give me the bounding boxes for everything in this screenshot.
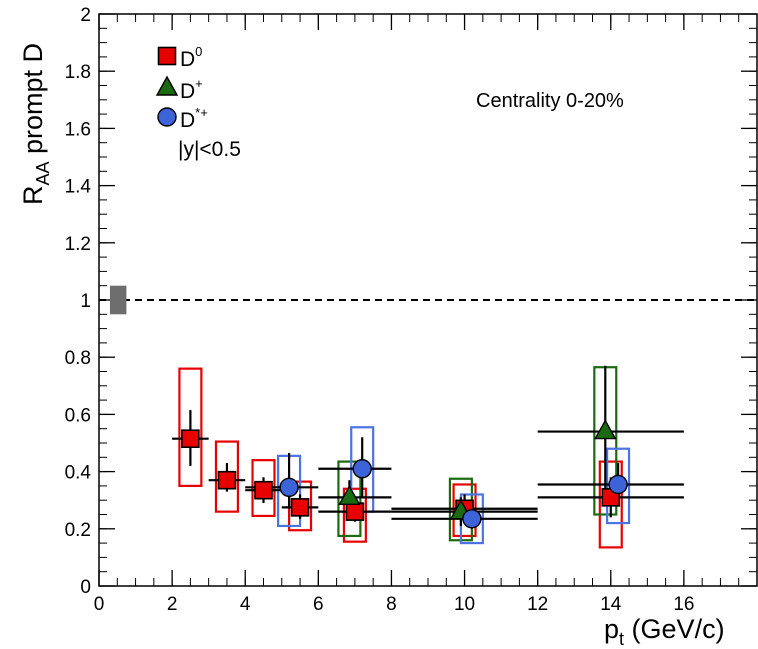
data-point-square: [345, 502, 365, 521]
reference-line: [99, 285, 757, 315]
x-tick-label: 8: [386, 594, 397, 615]
legend-label: D0: [180, 44, 202, 71]
y-tick-label: 0.6: [65, 405, 91, 426]
x-tick-label: 0: [94, 594, 105, 615]
y-tick-label: 0.4: [65, 463, 92, 484]
x-tick-label: 4: [240, 594, 251, 615]
data-point-square: [181, 429, 200, 449]
y-tick-label: 1.8: [65, 62, 91, 83]
y-tick-label: 0.2: [65, 520, 91, 541]
systematic-box-square: [598, 460, 623, 549]
data-point-circle: [608, 474, 628, 495]
legend-marker-circle: [157, 107, 177, 127]
y-axis: 0 0.2 0.4 0.6 0.8 1 1.2 1.4 1.6 1.8 2: [65, 5, 757, 598]
data-point-circle: [462, 509, 482, 529]
data-point-circle: [279, 477, 299, 498]
x-tick-label: 14: [600, 594, 622, 615]
legend-label: D+: [180, 76, 203, 103]
systematic-box-square: [214, 440, 240, 513]
y-axis-title: RAA prompt D: [18, 43, 53, 205]
x-axis-title: pt (GeV/c): [604, 614, 725, 649]
data-point-circle: [352, 459, 372, 479]
data-point-triangle: [338, 484, 361, 506]
systematic-box-triangle: [337, 460, 362, 538]
x-tick-label: 12: [527, 594, 548, 615]
y-tick-label: 1.2: [65, 234, 91, 255]
legend-label: D*+: [180, 105, 208, 132]
legend-marker-square: [157, 46, 177, 66]
y-tick-label: 0.8: [65, 348, 91, 369]
rapidity-label: |y|<0.5: [178, 138, 241, 161]
y-tick-label: 1.4: [65, 177, 92, 198]
normalization-uncertainty-box: [109, 285, 127, 315]
y-tick-label: 1: [80, 291, 91, 312]
systematic-box-circle: [606, 447, 631, 525]
systematic-box-square: [342, 487, 367, 543]
legend-marker-triangle: [155, 75, 179, 96]
y-tick-label: 1.6: [65, 119, 91, 140]
data-point-square: [217, 470, 237, 490]
data-markers: [181, 419, 628, 529]
y-tick-label: 0: [80, 577, 91, 598]
systematic-box-square: [178, 367, 203, 488]
data-point-triangle: [594, 419, 617, 440]
x-axis: 0 2 4 6 8 10 12 14 16: [94, 14, 758, 615]
systematic-boxes: [178, 366, 631, 549]
data-point-square: [290, 498, 310, 517]
y-tick-label: 2: [80, 5, 91, 26]
x-tick-label: 2: [167, 594, 178, 615]
x-tick-label: 10: [454, 594, 475, 615]
legend: D0 D+D*+: [155, 44, 208, 132]
centrality-annotation: Centrality 0-20%: [476, 90, 624, 112]
data-point-square: [254, 480, 273, 500]
x-tick-label: 6: [313, 594, 324, 615]
x-tick-label: 16: [673, 594, 694, 615]
